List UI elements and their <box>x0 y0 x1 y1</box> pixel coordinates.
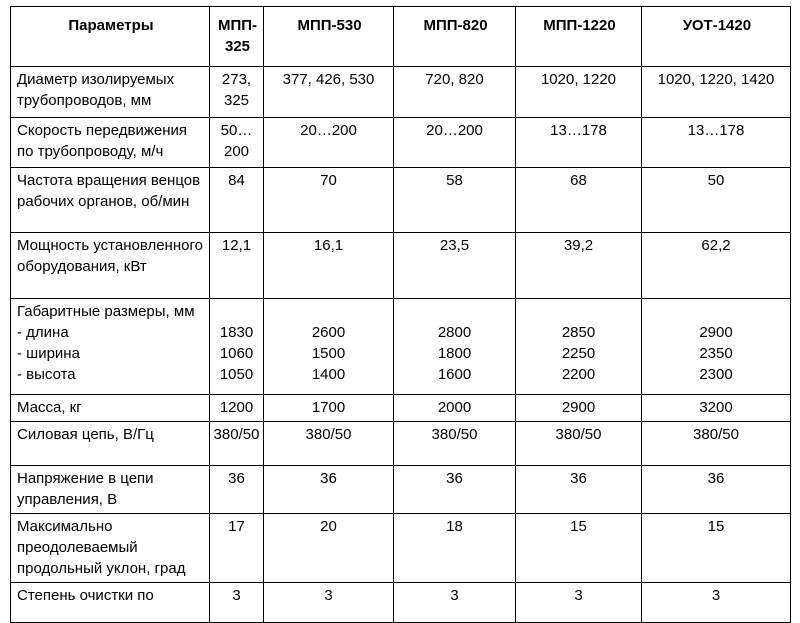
cell-value: 2850 2250 2200 <box>515 298 642 395</box>
row-param-rotation: Частота вращения венцов рабочих органов,… <box>10 167 210 233</box>
cell-value: 20…200 <box>263 117 394 168</box>
height-value: 2300 <box>699 366 733 383</box>
table-row: Частота вращения венцов рабочих органов,… <box>10 167 791 233</box>
cell-value: 380/50 <box>641 421 791 466</box>
cell-value: 2900 2350 2300 <box>641 298 791 395</box>
cell-value: 3200 <box>641 394 791 422</box>
header-params: Параметры <box>10 6 210 67</box>
cell-value: 1200 <box>209 394 264 422</box>
cell-value: 1700 <box>263 394 394 422</box>
length-value: 2800 <box>437 324 472 341</box>
row-param-power-circuit: Силовая цепь, В/Гц <box>10 421 210 466</box>
table-row: Силовая цепь, В/Гц 380/50 380/50 380/50 … <box>10 421 791 466</box>
cell-value: 70 <box>263 167 394 233</box>
dimensions-height-label: - высота <box>17 366 76 383</box>
cell-value: 273, 325 <box>209 66 264 118</box>
table-row: Габаритные размеры, мм - длина - ширина … <box>10 298 791 395</box>
row-param-mass: Масса, кг <box>10 394 210 422</box>
cell-value: 380/50 <box>209 421 264 466</box>
cell-value: 36 <box>641 465 791 514</box>
width-value: 2350 <box>699 345 733 362</box>
cell-value: 720, 820 <box>393 66 516 118</box>
cell-value: 36 <box>209 465 264 514</box>
cell-value: 15 <box>641 513 791 583</box>
length-value: 2850 <box>561 324 596 341</box>
width-value: 2250 <box>561 345 596 362</box>
table-row: Степень очистки по 3 3 3 3 3 <box>10 582 791 623</box>
cell-value: 12,1 <box>209 232 264 299</box>
cell-value: 3 <box>393 582 516 623</box>
row-param-control-voltage: Напряжение в цепи управления, В <box>10 465 210 514</box>
row-param-cleaning-degree: Степень очистки по <box>10 582 210 623</box>
cell-value: 36 <box>393 465 516 514</box>
table-row: Напряжение в цепи управления, В 36 36 36… <box>10 465 791 514</box>
cell-value: 16,1 <box>263 232 394 299</box>
height-value: 1600 <box>437 366 472 383</box>
header-mpp-325: МПП-325 <box>209 6 264 67</box>
height-value: 2200 <box>561 366 596 383</box>
cell-value: 3 <box>263 582 394 623</box>
cell-value: 50…200 <box>209 117 264 168</box>
width-value: 1500 <box>311 345 346 362</box>
cell-value: 3 <box>515 582 642 623</box>
row-param-power: Мощность установленного оборудования, кВ… <box>10 232 210 299</box>
cell-value: 3 <box>641 582 791 623</box>
header-mpp-820: МПП-820 <box>393 6 516 67</box>
row-param-dimensions: Габаритные размеры, мм - длина - ширина … <box>10 298 210 395</box>
cell-value: 1020, 1220, 1420 <box>641 66 791 118</box>
row-param-diameter: Диаметр изолируемых трубопроводов, мм <box>10 66 210 118</box>
length-value: 2600 <box>311 324 346 341</box>
table-row: Диаметр изолируемых трубопроводов, мм 27… <box>10 66 791 118</box>
cell-value: 3 <box>209 582 264 623</box>
cell-value: 2000 <box>393 394 516 422</box>
cell-value: 18 <box>393 513 516 583</box>
table-header-row: Параметры МПП-325 МПП-530 МПП-820 МПП-12… <box>10 6 791 67</box>
length-value: 2900 <box>699 324 733 341</box>
table-row: Скорость передвижения по трубопроводу, м… <box>10 117 791 168</box>
cell-value: 68 <box>515 167 642 233</box>
length-value: 1830 <box>219 324 254 341</box>
cell-value: 13…178 <box>641 117 791 168</box>
width-value: 1060 <box>219 345 254 362</box>
table-row: Мощность установленного оборудования, кВ… <box>10 232 791 299</box>
width-value: 1800 <box>437 345 472 362</box>
cell-value: 15 <box>515 513 642 583</box>
height-value: 1050 <box>219 366 254 383</box>
cell-value: 2800 1800 1600 <box>393 298 516 395</box>
cell-value: 380/50 <box>393 421 516 466</box>
cell-value: 2600 1500 1400 <box>263 298 394 395</box>
cell-value: 20…200 <box>393 117 516 168</box>
cell-value: 39,2 <box>515 232 642 299</box>
cell-value: 377, 426, 530 <box>263 66 394 118</box>
cell-value: 84 <box>209 167 264 233</box>
table-row: Максимально преодолеваемый продольный ук… <box>10 513 791 583</box>
cell-value: 380/50 <box>263 421 394 466</box>
cell-value: 36 <box>515 465 642 514</box>
row-param-speed: Скорость передвижения по трубопроводу, м… <box>10 117 210 168</box>
cell-value: 380/50 <box>515 421 642 466</box>
cell-value: 36 <box>263 465 394 514</box>
cell-value: 20 <box>263 513 394 583</box>
dimensions-width-label: - ширина <box>17 345 80 362</box>
cell-value: 62,2 <box>641 232 791 299</box>
cell-value: 1830 1060 1050 <box>209 298 264 395</box>
cell-value: 17 <box>209 513 264 583</box>
header-uot-1420: УОТ-1420 <box>641 6 791 67</box>
cell-value: 13…178 <box>515 117 642 168</box>
cell-value: 50 <box>641 167 791 233</box>
row-param-max-slope: Максимально преодолеваемый продольный ук… <box>10 513 210 583</box>
table-row: Масса, кг 1200 1700 2000 2900 3200 <box>10 394 791 422</box>
header-mpp-530: МПП-530 <box>263 6 394 67</box>
specs-table: Параметры МПП-325 МПП-530 МПП-820 МПП-12… <box>10 6 791 623</box>
cell-value: 23,5 <box>393 232 516 299</box>
cell-value: 1020, 1220 <box>515 66 642 118</box>
dimensions-title: Габаритные размеры, мм <box>17 303 195 320</box>
cell-value: 2900 <box>515 394 642 422</box>
cell-value: 58 <box>393 167 516 233</box>
dimensions-length-label: - длина <box>17 324 69 341</box>
height-value: 1400 <box>311 366 346 383</box>
header-mpp-1220: МПП-1220 <box>515 6 642 67</box>
